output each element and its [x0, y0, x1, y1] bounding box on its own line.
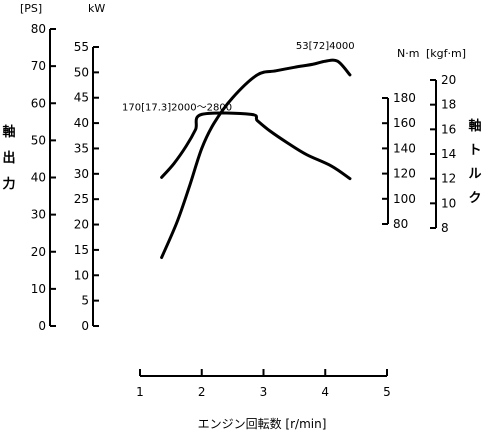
left-title-char: 軸: [2, 124, 15, 140]
x-tick-label: 2: [198, 385, 206, 399]
kw-unit-label: kW: [88, 2, 105, 15]
x-tick-label: 4: [321, 385, 329, 399]
kgfm-tick-label: 14: [441, 147, 456, 161]
nm-tick-label: 120: [393, 167, 416, 181]
nm-tick-label: 180: [393, 91, 416, 105]
left-axis-title: 軸出力: [2, 124, 15, 192]
nm-unit-label: N·m: [397, 47, 419, 60]
ps-tick-label: 10: [31, 282, 46, 296]
kw-tick-label: 20: [74, 218, 89, 232]
kw-tick-label: 5: [81, 294, 89, 308]
right-title-char: 軸: [468, 118, 481, 134]
annotation-label: 53[72]4000: [296, 41, 355, 52]
nm-tick-label: 160: [393, 116, 416, 130]
ps-tick-label: 50: [31, 133, 46, 147]
kgfm-tick-label: 10: [441, 196, 456, 210]
left-title-char: 出: [2, 150, 15, 166]
nm-axis: 80 100 120 140 160 180: [382, 91, 416, 231]
kgfm-tick-label: 16: [441, 122, 456, 136]
kgfm-unit-label: [kgf·m]: [426, 47, 466, 60]
x-tick-label: 1: [136, 385, 144, 399]
kw-tick-label: 50: [74, 65, 89, 79]
ps-tick-label: 80: [31, 22, 46, 36]
ps-tick-label: 0: [38, 319, 46, 333]
kw-tick-label: 30: [74, 167, 89, 181]
ps-tick-label: 20: [31, 245, 46, 259]
x-axis-title: エンジン回転数 [r/min]: [198, 416, 327, 431]
kgfm-tick-label: 12: [441, 172, 456, 186]
nm-tick-label: 100: [393, 192, 416, 206]
right-title-char: ト: [468, 143, 481, 158]
kw-tick-label: 0: [81, 319, 89, 333]
right-title-char: ク: [468, 191, 481, 206]
series-layer: [160, 58, 352, 260]
kgfm-tick-label: 8: [441, 221, 449, 235]
kw-tick-label: 45: [74, 91, 89, 105]
ps-tick-label: 30: [31, 208, 46, 222]
kw-axis: 0 5 10 15 20 25 30 35 40 45 50 55: [74, 40, 99, 333]
kw-tick-label: 40: [74, 116, 89, 130]
torque-curve: [160, 111, 352, 181]
power-curve: [160, 58, 352, 260]
kgfm-tick-label: 20: [441, 73, 456, 87]
x-tick-label: 5: [383, 385, 391, 399]
ps-tick-label: 60: [31, 96, 46, 110]
annotation-layer: 53[72]4000 170[17.3]2000〜2800: [122, 41, 355, 113]
kgfm-axis: 8 10 12 14 16 18 20: [430, 73, 456, 235]
kw-tick-label: 25: [74, 192, 89, 206]
kw-tick-label: 55: [74, 40, 89, 54]
x-tick-label: 3: [260, 385, 268, 399]
ps-tick-label: 40: [31, 171, 46, 185]
kgfm-tick-label: 18: [441, 98, 456, 112]
kw-tick-label: 35: [74, 141, 89, 155]
nm-tick-label: 80: [393, 217, 408, 231]
annotation-label: 170[17.3]2000〜2800: [122, 102, 232, 113]
kw-tick-label: 15: [74, 243, 89, 257]
kw-tick-label: 10: [74, 268, 89, 282]
nm-tick-label: 140: [393, 141, 416, 155]
right-title-char: ル: [468, 167, 481, 182]
ps-tick-label: 70: [31, 59, 46, 73]
x-axis: 1 2 3 4 5: [136, 369, 391, 399]
ps-axis: 0 10 20 30 40 50 60 70 80: [31, 22, 56, 333]
left-title-char: 力: [2, 176, 15, 192]
ps-unit-label: [PS]: [20, 2, 42, 15]
